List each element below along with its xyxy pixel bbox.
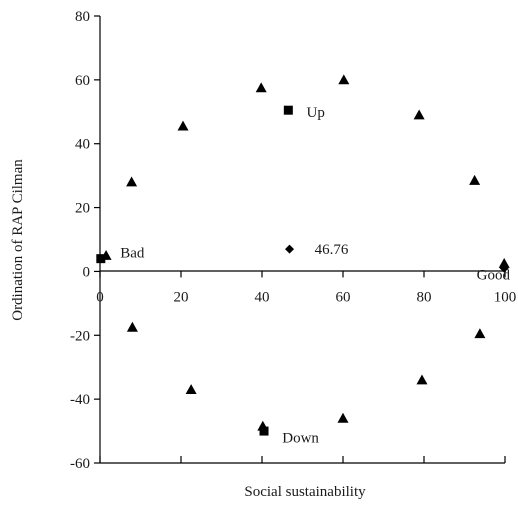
triangle-point	[185, 384, 197, 394]
y-tick-label: 20	[75, 201, 90, 217]
y-tick-label: -40	[70, 392, 90, 408]
triangle-point	[337, 412, 349, 423]
triangle-point	[474, 328, 486, 339]
axes	[99, 16, 506, 463]
x-tick-label: 100	[494, 289, 517, 305]
triangle-point	[416, 374, 428, 385]
triangle-point	[338, 74, 350, 85]
square-point	[283, 105, 293, 115]
point-annotation: Bad	[120, 245, 145, 261]
point-annotation: 46.76	[315, 242, 349, 258]
y-tick-label: 80	[75, 9, 90, 25]
diamond-point	[499, 263, 509, 273]
x-tick-label: 20	[174, 289, 189, 305]
y-tick-label: 0	[83, 264, 91, 280]
triangle-point	[126, 321, 138, 332]
data-points	[96, 74, 510, 436]
x-tick-label: 60	[336, 289, 351, 305]
square-point	[96, 254, 106, 264]
x-tick-label: 0	[96, 289, 104, 305]
triangle-point	[498, 257, 510, 268]
annotations: Bad Up 46.76 Good Down	[120, 105, 510, 447]
point-annotation: Down	[282, 430, 319, 446]
diamond-point	[285, 244, 295, 254]
x-axis-title: Social sustainability	[244, 484, 366, 500]
ticks	[94, 15, 506, 464]
square-point	[259, 426, 269, 436]
triangle-point	[177, 120, 189, 131]
y-axis-title: Ordination of RAP Cilman	[10, 159, 26, 321]
triangle-point	[469, 174, 481, 185]
y-tick-label: 60	[75, 73, 90, 89]
tick-labels: 80 60 40 20 0 -20 -40 -60 0 20 40 60 80 100	[70, 9, 516, 472]
y-tick-label: -20	[70, 328, 90, 344]
point-annotation: Up	[307, 105, 325, 121]
x-tick-label: 80	[417, 289, 432, 305]
point-annotation: Good	[477, 268, 511, 284]
triangle-point	[126, 176, 138, 187]
y-tick-label: 40	[75, 137, 90, 153]
triangle-point	[413, 109, 425, 120]
y-tick-label: -60	[70, 456, 90, 472]
x-tick-label: 40	[255, 289, 270, 305]
triangle-point	[255, 82, 267, 93]
